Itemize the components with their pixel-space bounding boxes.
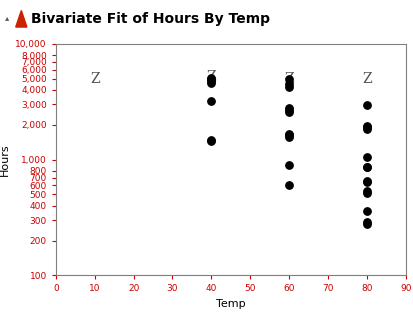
Point xyxy=(208,99,214,104)
Point xyxy=(363,208,369,213)
Text: Z: Z xyxy=(206,70,216,84)
Point xyxy=(208,80,214,85)
Point xyxy=(363,219,369,224)
Text: Bivariate Fit of Hours By Temp: Bivariate Fit of Hours By Temp xyxy=(31,12,269,26)
Point xyxy=(208,138,214,143)
Point xyxy=(363,180,369,185)
Text: Z: Z xyxy=(361,72,371,86)
Point xyxy=(208,78,214,83)
Point xyxy=(285,134,292,139)
Point xyxy=(363,178,369,183)
Point xyxy=(285,132,292,137)
Point xyxy=(285,81,292,86)
Point xyxy=(363,103,369,108)
Point xyxy=(285,133,292,138)
Text: Z: Z xyxy=(284,72,293,86)
Point xyxy=(363,165,369,170)
Polygon shape xyxy=(16,11,27,27)
Point xyxy=(363,190,369,195)
Point xyxy=(208,138,214,143)
Point xyxy=(363,164,369,169)
Point xyxy=(363,126,369,131)
Point xyxy=(285,109,292,114)
Point xyxy=(285,105,292,110)
Point xyxy=(285,162,292,167)
Text: ▴: ▴ xyxy=(5,13,9,23)
Point xyxy=(363,124,369,129)
Point xyxy=(363,188,369,193)
Point xyxy=(285,85,292,90)
Text: Z: Z xyxy=(90,72,100,86)
Point xyxy=(285,76,292,81)
Point xyxy=(285,107,292,112)
Point xyxy=(363,155,369,160)
Point xyxy=(363,125,369,130)
Point xyxy=(208,75,214,80)
X-axis label: Temp: Temp xyxy=(216,299,245,309)
Point xyxy=(208,76,214,81)
Point xyxy=(363,221,369,226)
Point xyxy=(285,183,292,188)
Y-axis label: Hours: Hours xyxy=(0,143,10,176)
